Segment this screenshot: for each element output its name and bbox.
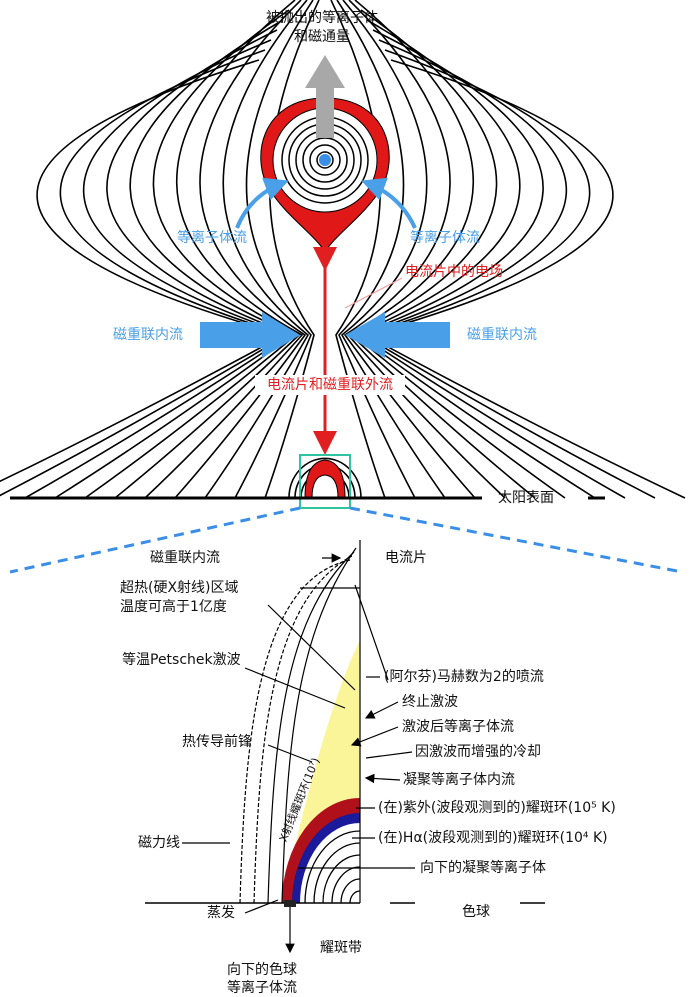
ring	[316, 151, 334, 169]
field-line	[343, 0, 476, 499]
label: (在)紫外(波段观测到的)耀斑环(10⁵ K)	[378, 800, 616, 816]
label: 电流片中的电场	[405, 264, 503, 280]
label: 热传导前锋	[182, 733, 252, 750]
label: 凝聚等离子体内流	[403, 771, 515, 788]
leader-line	[364, 701, 399, 719]
ejection-arrow	[305, 55, 345, 138]
label: 温度可高于1亿度	[120, 598, 227, 615]
leader-line	[244, 899, 279, 914]
leader-line	[365, 751, 413, 759]
flow-arrow	[235, 177, 289, 229]
ring	[309, 144, 341, 176]
label: 磁重联内流	[467, 327, 537, 343]
leader-line	[244, 667, 346, 709]
flare-ribbon	[284, 900, 296, 907]
field-line	[349, 9, 536, 499]
field-line	[330, 0, 386, 499]
zoom-line	[349, 506, 683, 574]
label: (在)Hα(波段观测到的)耀斑环(10⁴ K)	[378, 830, 608, 846]
leader-line	[350, 726, 399, 747]
field-line	[234, 0, 314, 499]
field-line	[0, 49, 289, 497]
label: 太阳表面	[498, 490, 554, 506]
field-line	[288, 457, 362, 499]
loop	[313, 842, 361, 904]
label: 磁力线	[138, 835, 180, 851]
label: 磁重联内流	[113, 327, 183, 343]
field-line	[144, 0, 304, 499]
label: 超热(硬X射线)区域	[120, 580, 239, 596]
field-line	[24, 39, 292, 499]
label: 电流片和磁重联外流	[267, 377, 393, 393]
label: 蒸发	[207, 905, 235, 921]
label: 激波后等离子体流	[402, 718, 514, 735]
label: 向下的凝聚等离子体	[420, 859, 546, 876]
zoom-line	[9, 506, 301, 574]
label: 等离子体流	[227, 979, 297, 996]
label: 向下的色球	[227, 961, 297, 978]
loop	[322, 854, 361, 904]
field-line	[114, 9, 301, 499]
leader-line	[267, 604, 356, 691]
label: 终止激波	[402, 693, 458, 710]
inflow-arrow	[200, 312, 300, 358]
field-line	[174, 0, 307, 499]
loop	[349, 890, 361, 904]
label: (阿尔芬)马赫数为2的喷流	[384, 669, 544, 685]
label: 等离子体流	[410, 229, 480, 246]
field-line	[346, 0, 506, 499]
field-line	[358, 39, 626, 499]
field-line	[0, 59, 287, 483]
zoom-box	[299, 454, 351, 509]
field-line	[352, 19, 566, 499]
field-line	[264, 0, 320, 499]
flare-loop-inner	[311, 474, 339, 499]
flow-arrow	[361, 177, 417, 229]
field-line	[355, 29, 596, 499]
field-line	[336, 0, 416, 499]
label: 被抛出的等离子体	[266, 9, 378, 26]
leader-line	[267, 744, 313, 763]
field-line	[239, 559, 351, 904]
label: 耀斑带	[320, 940, 362, 956]
zoom-panel	[145, 540, 545, 954]
loop	[304, 830, 361, 904]
plasmoid-core	[319, 154, 331, 166]
loops	[239, 547, 361, 904]
label: 等温Petschek激波	[122, 651, 241, 668]
field-line	[253, 555, 353, 904]
label: 色球	[462, 903, 490, 920]
label: 磁重联内流	[150, 550, 220, 566]
field-line	[204, 0, 310, 499]
inflow-arrow	[345, 312, 450, 358]
field-line	[84, 19, 298, 499]
leader-line	[364, 773, 401, 784]
label: 等离子体流	[177, 229, 247, 246]
field-line	[54, 29, 295, 499]
jet-line	[354, 584, 389, 681]
loop	[340, 878, 361, 904]
field-line	[281, 547, 357, 904]
field-lines	[0, 0, 686, 499]
field-line	[363, 59, 686, 499]
leader-line	[344, 277, 403, 309]
label: 电流片	[385, 550, 427, 566]
loop	[300, 823, 360, 903]
label-bg	[255, 375, 405, 395]
label: 和磁通量	[294, 29, 350, 45]
field-line	[361, 49, 656, 499]
field-line	[267, 551, 355, 904]
label: 因激波而增强的冷却	[415, 743, 541, 760]
field-line	[340, 0, 446, 499]
